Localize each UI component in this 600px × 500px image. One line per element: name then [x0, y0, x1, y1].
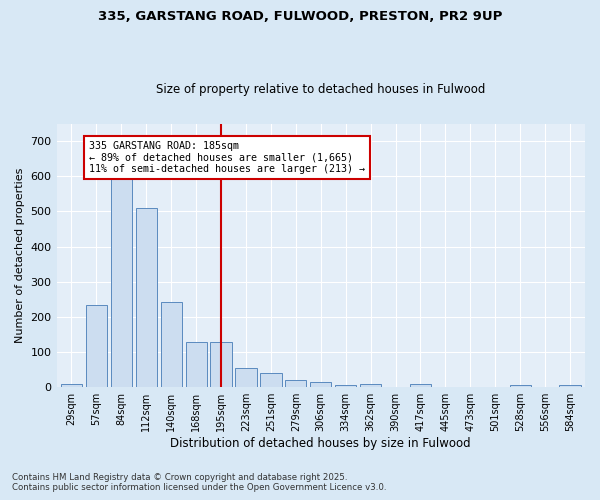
- Bar: [161, 302, 182, 387]
- Bar: [136, 208, 157, 387]
- Text: Contains HM Land Registry data © Crown copyright and database right 2025.
Contai: Contains HM Land Registry data © Crown c…: [12, 473, 386, 492]
- Bar: [86, 306, 107, 387]
- Bar: [260, 373, 281, 387]
- Text: 335, GARSTANG ROAD, FULWOOD, PRESTON, PR2 9UP: 335, GARSTANG ROAD, FULWOOD, PRESTON, PR…: [98, 10, 502, 23]
- Bar: [559, 386, 581, 387]
- Title: Size of property relative to detached houses in Fulwood: Size of property relative to detached ho…: [156, 83, 485, 96]
- Bar: [111, 178, 132, 387]
- Bar: [335, 386, 356, 387]
- Bar: [509, 386, 531, 387]
- Bar: [410, 384, 431, 387]
- X-axis label: Distribution of detached houses by size in Fulwood: Distribution of detached houses by size …: [170, 437, 471, 450]
- Text: 335 GARSTANG ROAD: 185sqm
← 89% of detached houses are smaller (1,665)
11% of se: 335 GARSTANG ROAD: 185sqm ← 89% of detac…: [89, 141, 365, 174]
- Bar: [310, 382, 331, 387]
- Bar: [211, 342, 232, 387]
- Bar: [185, 342, 207, 387]
- Bar: [235, 368, 257, 387]
- Bar: [61, 384, 82, 387]
- Y-axis label: Number of detached properties: Number of detached properties: [15, 168, 25, 343]
- Bar: [360, 384, 381, 387]
- Bar: [285, 380, 307, 387]
